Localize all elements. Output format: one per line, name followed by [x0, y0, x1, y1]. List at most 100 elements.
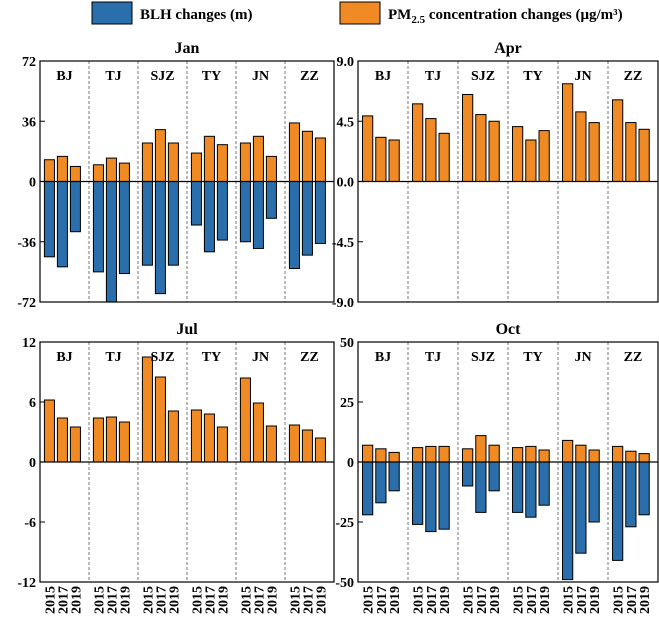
bar-pm-zz-2017 — [301, 429, 313, 463]
bar-pm-sjz-2017 — [475, 435, 487, 463]
bar-blh-zz-2019 — [314, 181, 326, 244]
bar-pm-tj-2015 — [412, 447, 424, 463]
bar-pm-sjz-2019 — [167, 410, 179, 463]
bar-pm-bj-2019 — [69, 426, 81, 463]
bar-pm-ty-2015 — [190, 409, 202, 463]
y-tick-label: 12 — [22, 336, 36, 351]
group-label-bj: BJ — [56, 350, 72, 365]
legend-label-blh: BLH changes (m) — [140, 7, 253, 23]
year-label-2015: 2015 — [362, 586, 377, 614]
group-label-jn: JN — [252, 69, 269, 84]
bar-pm-tj-2019 — [438, 445, 450, 463]
bar-pm-zz-2015 — [612, 99, 624, 182]
bar-blh-jn-2015 — [239, 181, 251, 243]
bar-pm-ty-2015 — [190, 152, 202, 183]
year-label-2017: 2017 — [625, 586, 640, 614]
year-label-2017: 2017 — [203, 586, 218, 614]
panel-title: Jul — [176, 321, 198, 338]
group-label-bj: BJ — [375, 350, 391, 365]
bar-pm-jn-2015 — [562, 83, 574, 182]
bar-pm-sjz-2015 — [462, 93, 474, 182]
bar-blh-zz-2017 — [625, 461, 637, 528]
year-label-2019: 2019 — [69, 586, 84, 614]
bar-pm-jn-2019 — [588, 449, 600, 463]
bar-pm-sjz-2017 — [475, 114, 487, 182]
bar-pm-zz-2015 — [288, 424, 300, 463]
bar-pm-sjz-2015 — [141, 356, 153, 463]
year-label-2017: 2017 — [252, 586, 267, 614]
bar-pm-bj-2017 — [375, 448, 387, 463]
y-tick-label: -12 — [17, 576, 36, 591]
bar-pm-ty-2019 — [216, 144, 228, 182]
y-tick-label: 50 — [340, 336, 354, 351]
year-label-2019: 2019 — [438, 586, 453, 614]
group-label-jn: JN — [574, 69, 591, 84]
y-tick-label: 4.5 — [337, 115, 355, 130]
bar-pm-sjz-2015 — [141, 142, 153, 182]
bar-blh-ty-2019 — [216, 181, 228, 241]
year-label-2017: 2017 — [375, 586, 390, 614]
year-label-2015: 2015 — [562, 586, 577, 614]
group-label-ty: TY — [202, 350, 221, 365]
bar-blh-bj-2017 — [375, 461, 387, 504]
y-tick-label: -50 — [335, 576, 354, 591]
year-label-2017: 2017 — [56, 586, 71, 614]
bar-pm-jn-2019 — [265, 155, 277, 182]
group-label-tj: TJ — [425, 69, 441, 84]
bar-pm-ty-2015 — [512, 126, 524, 182]
bar-pm-tj-2017 — [425, 445, 437, 463]
group-label-tj: TJ — [425, 350, 441, 365]
panel-oct: Oct BJ TJ SJZ TY JN ZZ 50 25 0 -25 -50 — [335, 321, 659, 591]
panel-title: Oct — [496, 321, 522, 338]
bar-pm-sjz-2019 — [488, 444, 500, 463]
panel-title: Jan — [175, 40, 200, 57]
bar-pm-bj-2019 — [388, 451, 400, 463]
bar-pm-tj-2019 — [438, 132, 450, 183]
bar-blh-tj-2015 — [92, 181, 104, 273]
bar-pm-jn-2017 — [252, 402, 264, 463]
bar-pm-ty-2017 — [525, 139, 537, 182]
bar-blh-zz-2017 — [301, 181, 313, 256]
bar-pm-sjz-2019 — [167, 142, 179, 182]
bar-pm-tj-2017 — [425, 118, 437, 182]
bar-pm-tj-2019 — [118, 162, 130, 182]
group-label-sjz: SJZ — [471, 350, 495, 365]
bar-blh-bj-2015 — [362, 461, 374, 516]
group-label-jn: JN — [252, 350, 269, 365]
bar-blh-zz-2015 — [612, 461, 624, 561]
y-tick-label: 72 — [22, 55, 36, 70]
year-label-2019: 2019 — [538, 586, 553, 614]
legend-swatch-blh — [91, 1, 133, 25]
bar-pm-jn-2017 — [252, 135, 264, 182]
bar-pm-bj-2019 — [388, 139, 400, 182]
y-tick-label: 0 — [29, 176, 36, 191]
bar-pm-sjz-2015 — [462, 448, 474, 463]
year-label-2019: 2019 — [638, 586, 653, 614]
year-label-2017: 2017 — [154, 586, 169, 614]
year-label-2017: 2017 — [575, 586, 590, 614]
bar-blh-sjz-2015 — [141, 181, 153, 266]
year-label-2019: 2019 — [118, 586, 133, 614]
bar-pm-bj-2015 — [362, 115, 374, 182]
bar-pm-sjz-2017 — [154, 376, 166, 463]
year-label-2015: 2015 — [190, 586, 205, 614]
bar-pm-bj-2019 — [69, 165, 81, 182]
group-label-ty: TY — [202, 69, 221, 84]
bar-pm-ty-2017 — [525, 445, 537, 463]
bar-pm-bj-2017 — [56, 155, 68, 182]
bar-blh-zz-2015 — [288, 181, 300, 270]
bar-pm-zz-2019 — [314, 137, 326, 183]
bar-pm-jn-2015 — [239, 377, 251, 463]
bar-blh-sjz-2019 — [167, 181, 179, 266]
y-tick-label: -36 — [17, 236, 36, 251]
bar-pm-jn-2015 — [562, 439, 574, 463]
group-label-sjz: SJZ — [150, 69, 174, 84]
bar-blh-sjz-2015 — [462, 461, 474, 487]
group-label-zz: ZZ — [624, 350, 643, 365]
bar-pm-jn-2019 — [588, 122, 600, 182]
year-label-2017: 2017 — [475, 586, 490, 614]
year-label-2017: 2017 — [525, 586, 540, 614]
bar-pm-bj-2015 — [362, 444, 374, 463]
bar-blh-tj-2015 — [412, 461, 424, 525]
